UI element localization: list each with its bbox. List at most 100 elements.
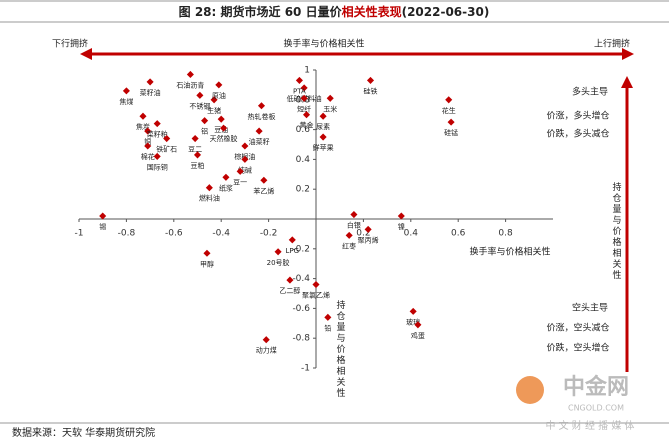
watermark-slogan: 中 文 财 经 播 媒 体 — [545, 419, 634, 432]
title-suffix: (2022-06-30) — [402, 5, 490, 19]
point — [196, 91, 204, 99]
quadrant-note: 价涨，多头增仓 — [546, 110, 609, 122]
point-label: 纸浆 — [219, 183, 233, 192]
y-tick-label: 1 — [304, 66, 310, 76]
arrow-head — [622, 48, 634, 60]
point — [300, 94, 308, 102]
point — [288, 236, 296, 244]
point-label: 石油沥青 — [176, 80, 204, 89]
point-label: 玻璃 — [406, 317, 420, 326]
point-label: 豆粕 — [191, 161, 205, 170]
point-label: 聚丙烯 — [358, 235, 379, 244]
point — [139, 112, 147, 120]
point-label: 聚氯乙烯 — [302, 291, 330, 300]
point — [144, 127, 152, 135]
point-label: 镍 — [398, 222, 405, 231]
point — [241, 142, 249, 150]
arrow-left-label: 下行拥挤 — [52, 38, 88, 50]
x-tick-label: 0.8 — [498, 229, 513, 239]
point-label: 菜籽油 — [140, 88, 161, 97]
quadrant-note: 空头主导 — [572, 302, 608, 314]
arrow-right-label: 上行拥挤 — [594, 38, 630, 50]
y-tick-label: -0.4 — [292, 274, 310, 284]
title-highlight: 相关性表现 — [342, 4, 402, 19]
x-tick-label: -0.8 — [118, 229, 136, 239]
point — [99, 212, 107, 220]
point — [286, 276, 294, 284]
x-tick-label: -1 — [75, 229, 84, 239]
x-tick-label: 0.2 — [356, 229, 370, 239]
point-label: 燃料油 — [199, 194, 220, 203]
point-label: 豆一 — [233, 178, 247, 186]
point — [215, 81, 223, 89]
x-tick-label: 0.4 — [404, 229, 419, 239]
point-label: 动力煤 — [256, 346, 277, 355]
point — [186, 70, 194, 79]
point — [319, 112, 327, 120]
x-tick-label: -0.4 — [212, 229, 230, 239]
point — [397, 212, 405, 220]
point — [153, 152, 161, 160]
point-label: 菜籽粕 — [147, 130, 168, 139]
right-arrow-label: 持仓量与价格相关性 — [611, 181, 622, 281]
point-label: 铁矿石 — [156, 145, 177, 154]
point — [262, 336, 270, 344]
point — [302, 111, 311, 119]
arrow-center-label: 换手率与价格相关性 — [283, 38, 364, 50]
x-tick-label: 0.6 — [451, 229, 466, 239]
point — [445, 96, 453, 104]
point-label: 花生 — [442, 106, 456, 115]
point-label: 短纤 — [297, 104, 311, 113]
point — [260, 176, 268, 184]
point — [210, 96, 218, 104]
y-axis-title: 持仓量与价格相关性 — [335, 299, 346, 399]
y-tick-label: 0.4 — [296, 155, 311, 165]
point-label: 玉米 — [323, 104, 337, 113]
point-label: 白银 — [347, 221, 361, 230]
point-label: 不锈钢 — [189, 101, 210, 110]
point-label: 棉花 — [141, 152, 155, 161]
point — [274, 248, 282, 256]
point — [220, 124, 228, 132]
point — [217, 115, 225, 123]
x-axis-title: 换手率与价格相关性 — [469, 246, 550, 258]
point-label: LPG — [286, 247, 300, 255]
arrow-head — [80, 48, 92, 60]
point-label: 原油 — [212, 91, 226, 100]
point-label: 黄金 — [300, 121, 314, 130]
point — [193, 151, 202, 159]
point — [205, 184, 213, 192]
point-label: 生猪 — [207, 106, 221, 115]
point — [236, 167, 244, 175]
point-label: 鸡蛋 — [411, 331, 425, 340]
point-label: 硅铁 — [364, 86, 378, 95]
point — [447, 118, 455, 126]
point — [241, 155, 249, 163]
point — [366, 76, 375, 84]
point — [146, 78, 154, 86]
point-label: 铜 — [144, 137, 151, 146]
point-label: 天然橡胶 — [210, 134, 238, 143]
point — [222, 173, 230, 181]
point — [409, 307, 417, 315]
point-label: 20号胶 — [267, 258, 290, 267]
point-label: 铝 — [201, 127, 208, 136]
point-label: 锡 — [99, 222, 106, 231]
point-label: 纯碱 — [238, 165, 252, 174]
arrow-head — [621, 76, 633, 88]
chart-title: 图 28: 期货市场近 60 日量价相关性表现(2022-06-30) — [179, 4, 490, 19]
quadrant-note: 多头主导 — [572, 86, 608, 98]
point — [295, 76, 303, 84]
y-tick-label: -0.6 — [292, 304, 310, 314]
quadrant-note: 价跌，多头减仓 — [546, 128, 609, 140]
y-tick-label: -0.8 — [292, 334, 310, 344]
source: 数据来源：天软 华泰期货研究院 — [12, 426, 155, 439]
quadrant-note: 价涨，空头减仓 — [546, 322, 609, 334]
watermark-name: 中金网 — [563, 374, 629, 400]
y-tick-label: -1 — [301, 364, 310, 374]
y-tick-label: 0.6 — [296, 125, 311, 135]
point — [255, 127, 263, 135]
y-tick-label: -0.2 — [292, 244, 310, 254]
point — [324, 313, 332, 321]
